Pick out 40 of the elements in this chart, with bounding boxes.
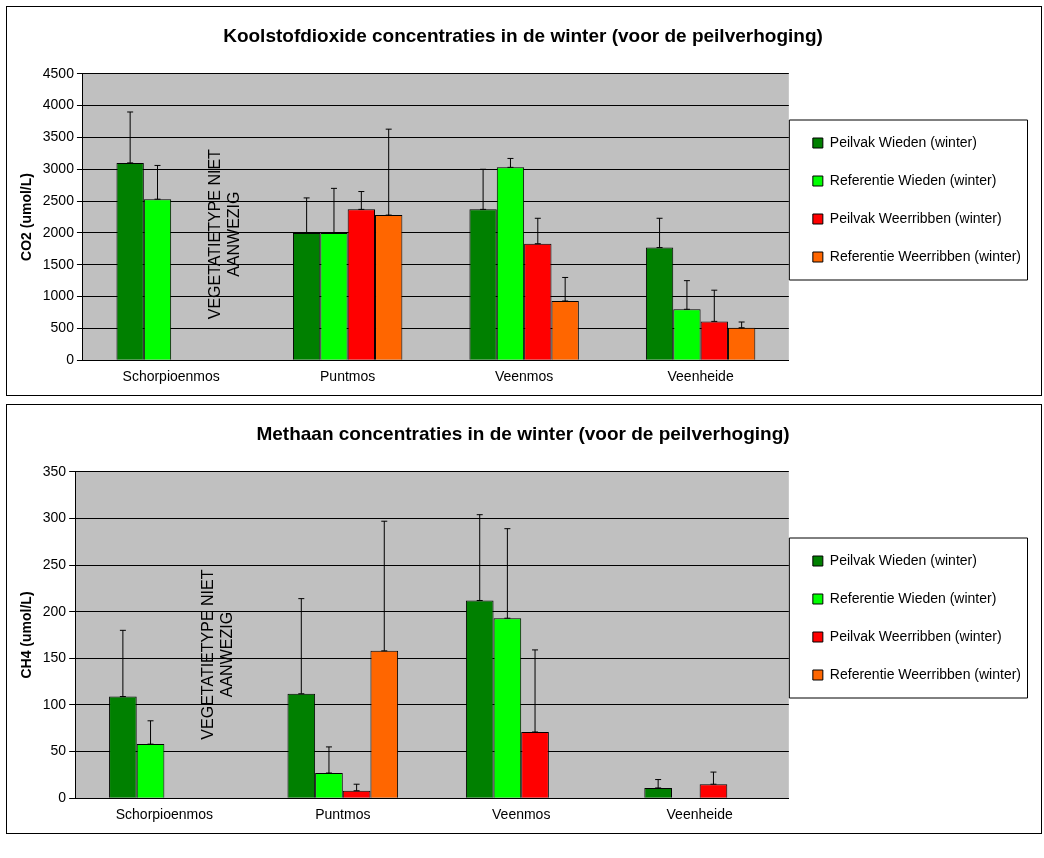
x-tick-label: Schorpioenmos — [115, 806, 214, 823]
x-tick-label: Puntmos — [320, 368, 376, 385]
chart-title: Koolstofdioxide concentraties in de winter (voor de peilverhoging) — [223, 24, 823, 46]
y-tick-label: 1500 — [42, 255, 75, 272]
legend-label: Peilvak Weerribben (winter) — [829, 209, 1002, 226]
x-tick-label: Puntmos — [315, 806, 371, 823]
x-tick-label: Schorpioenmos — [122, 368, 220, 385]
y-tick-label: 4000 — [42, 96, 75, 113]
legend-label: Referentie Wieden (winter) — [829, 171, 997, 188]
legend-label: Referentie Weerribben (winter) — [829, 665, 1021, 682]
y-tick-label: 200 — [42, 602, 67, 619]
legend-label: Peilvak Wieden (winter) — [829, 133, 977, 150]
legend-label: Peilvak Weerribben (winter) — [829, 627, 1002, 644]
y-tick-label: 150 — [42, 649, 67, 666]
y-tick-label: 0 — [66, 351, 75, 368]
y-tick-label: 300 — [42, 509, 67, 526]
y-tick-label: 50 — [50, 742, 67, 759]
y-tick-label: 350 — [42, 462, 67, 479]
legend-label: Referentie Wieden (winter) — [829, 589, 997, 606]
y-axis-title: CH4 (umol/L) — [18, 591, 35, 679]
y-tick-label: 500 — [50, 319, 75, 336]
y-axis-title: CO2 (umol/L) — [18, 173, 35, 261]
annotation: VEGETATIETYPE NIET AANWEZIG — [205, 148, 242, 320]
chart-title: Methaan concentraties in de winter (voor de peilverhoging) — [256, 422, 790, 444]
legend-label: Peilvak Wieden (winter) — [829, 551, 977, 568]
legend-label: Referentie Weerribben (winter) — [829, 247, 1021, 264]
y-tick-label: 2000 — [42, 223, 75, 240]
y-tick-label: 3500 — [42, 128, 75, 145]
y-tick-label: 0 — [58, 789, 67, 806]
y-tick-label: 100 — [42, 695, 67, 712]
x-tick-label: Veenmos — [492, 806, 551, 823]
annotation: VEGETATIETYPE NIET AANWEZIG — [199, 569, 236, 740]
y-tick-label: 250 — [42, 555, 67, 572]
y-tick-label: 3000 — [42, 160, 75, 177]
x-tick-label: Veenheide — [666, 806, 733, 823]
y-tick-label: 4500 — [42, 64, 75, 81]
x-tick-label: Veenheide — [667, 368, 734, 385]
x-tick-label: Veenmos — [494, 368, 554, 385]
y-tick-label: 2500 — [42, 191, 75, 208]
y-tick-label: 1000 — [42, 287, 75, 304]
